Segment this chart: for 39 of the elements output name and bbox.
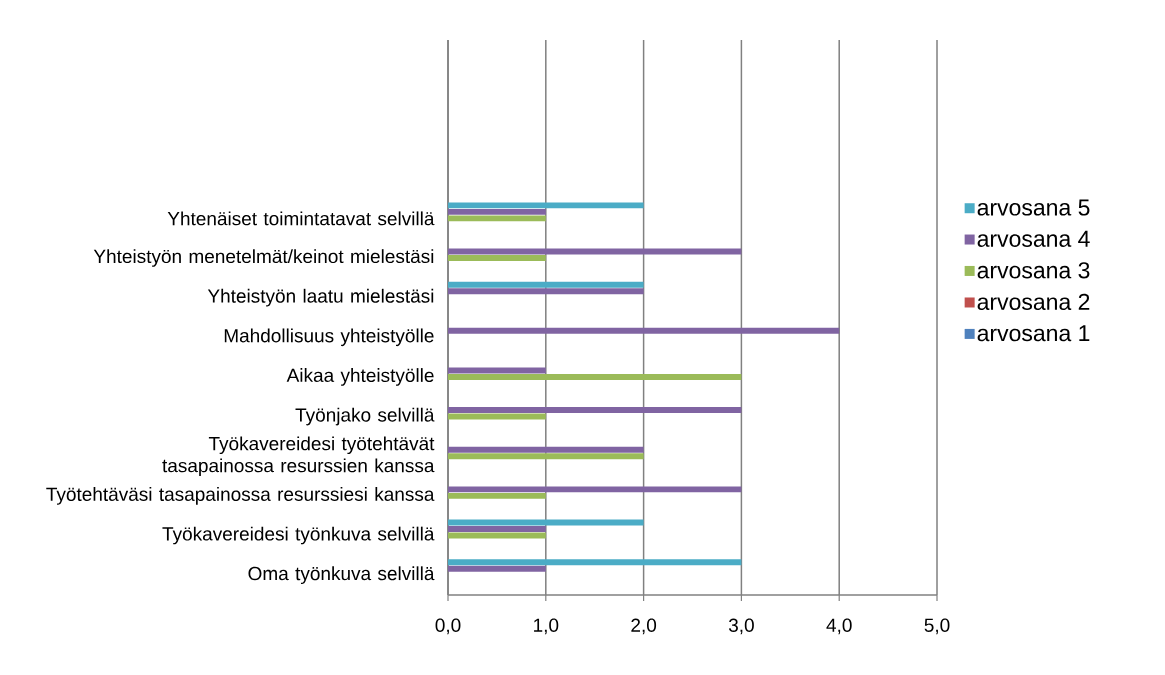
x-tick-label: 3,0: [728, 618, 754, 635]
y-tick-label: Yhteistyön menetelmät/keinot mielestäsi: [93, 249, 434, 267]
bar: [448, 446, 644, 453]
y-tick-label: Aikaa yhteistyölle: [286, 368, 434, 386]
y-tick-label: Yhteistyön laatu mielestäsi: [207, 288, 434, 307]
y-tick-label: Yhtenäiset toimintatavat selvillä: [167, 211, 435, 226]
bar: [448, 208, 546, 215]
x-tick-label: 1,0: [534, 618, 559, 635]
y-tick-label: Työkavereidesi työtehtävät tasapainossa resurssien kanssa: [162, 436, 435, 477]
bar: [448, 492, 546, 499]
y-tick-label: Oma työnkuva selvillä: [248, 566, 435, 585]
legend-label: arvosana 3: [977, 262, 1090, 279]
legend-label: arvosana 4: [977, 230, 1090, 247]
bar: [448, 367, 546, 374]
legend-label: arvosana 1: [977, 325, 1090, 342]
bar: [448, 202, 644, 209]
bar: [448, 565, 546, 572]
bar: [448, 255, 546, 261]
legend-label: arvosana 5: [977, 199, 1090, 216]
bar: [448, 407, 742, 414]
bar: [448, 373, 742, 380]
bar: [448, 559, 742, 566]
x-tick-label: 5,0: [924, 618, 950, 635]
x-tick-label: 2,0: [631, 618, 657, 635]
bar: [448, 486, 742, 493]
bar: [448, 281, 644, 288]
y-tick-label: Työkavereidesi työnkuva selvillä: [162, 526, 435, 545]
x-tick-label: 0,0: [435, 618, 461, 635]
bar: [448, 327, 840, 334]
y-tick-label: Työtehtäväsi tasapainossa resurssiesi kanssa: [46, 487, 435, 505]
bar: [448, 215, 546, 222]
bar: [448, 413, 546, 420]
y-tick-label: Mahdollisuus yhteistyölle: [224, 328, 434, 347]
x-tick-label: 4,0: [826, 618, 852, 635]
legend-label: arvosana 2: [977, 293, 1090, 310]
y-tick-label: Työnjako selvillä: [295, 407, 435, 426]
bar: [448, 526, 546, 532]
bar: [448, 288, 644, 295]
bar: [448, 453, 644, 460]
